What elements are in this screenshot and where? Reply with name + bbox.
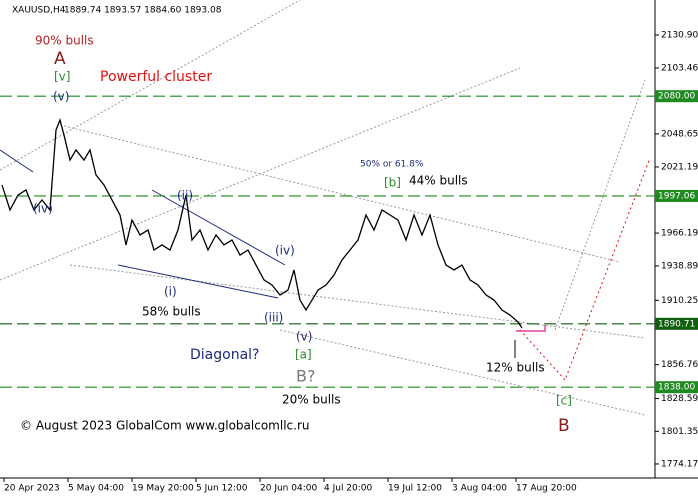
x-tick-label: 19 Jul 12:00 [388,484,442,494]
y-tick-label: 2130.90 [661,30,698,40]
y-tick-label: 1828.59 [661,394,698,404]
y-tick-label: 1801.35 [661,427,698,437]
y-tick-label: 2048.65 [661,129,698,139]
level-box [655,317,698,330]
y-tick-label: 2103.46 [661,63,698,73]
annotation: 20% bulls [282,393,341,407]
annotation: Diagonal? [190,347,259,363]
x-tick-label: 3 Aug 04:00 [452,484,507,494]
y-tick-label: 1910.25 [661,296,698,306]
symbol: XAUUSD,H4 [12,6,66,16]
annotation: B [558,416,570,436]
level-label: 1890.71 [658,319,695,329]
x-tick-label: 19 May 20:00 [132,484,194,494]
annotation: (i) [164,285,177,299]
y-tick-label: 2021.19 [661,162,698,172]
annotation: 44% bulls [409,174,468,188]
y-tick-label: 1938.89 [661,261,698,271]
y-tick-label: 1966.19 [661,229,698,239]
annotation: [a] [295,348,312,362]
x-tick-label: 20 Jun 04:00 [260,484,317,494]
annotation: 58% bulls [142,305,201,319]
annotation: (iii) [264,311,283,325]
annotation: A [54,49,66,69]
annotation: B? [296,367,315,386]
annotation: 90% bulls [35,34,94,48]
annotation: [v] [54,70,70,84]
price-line [1,117,523,329]
annotation: (iv) [275,244,295,258]
diagonal-lines [0,149,286,299]
trend-channels [0,0,646,416]
annotation: 50% or 61.8% [360,160,424,170]
annotation: (v) [53,90,69,104]
projection [519,157,651,381]
level-label: 2080.00 [658,92,695,102]
annotation: 12% bulls [486,361,545,375]
annotation: [b] [384,176,401,190]
x-tick-label: 5 Jun 12:00 [196,484,248,494]
annotation: (iv) [33,202,53,216]
y-tick-label: 1856.76 [661,360,698,370]
annotation: Powerful cluster [100,69,212,85]
annotation: (v) [296,330,312,344]
y-tick-label: 1774.17 [661,459,698,469]
x-tick-label: 5 May 04:00 [68,484,124,494]
annotation: [c] [556,394,572,408]
ohlc: 1889.74 1893.57 1884.60 1893.08 [64,6,222,16]
x-tick-label: 17 Aug 20:00 [516,484,577,494]
x-tick-label: 4 Jul 20:00 [324,484,373,494]
x-tick-label: 20 Apr 2023 [4,484,60,494]
marker [516,325,546,332]
annotation: © August 2023 GlobalCom www.globalcomllc… [20,419,309,433]
level-label: 1997.06 [658,191,695,201]
level-box [655,90,698,103]
level-box [655,381,698,394]
level-label: 1838.00 [658,383,695,393]
annotation: (ii) [177,189,193,203]
level-box [655,189,698,202]
